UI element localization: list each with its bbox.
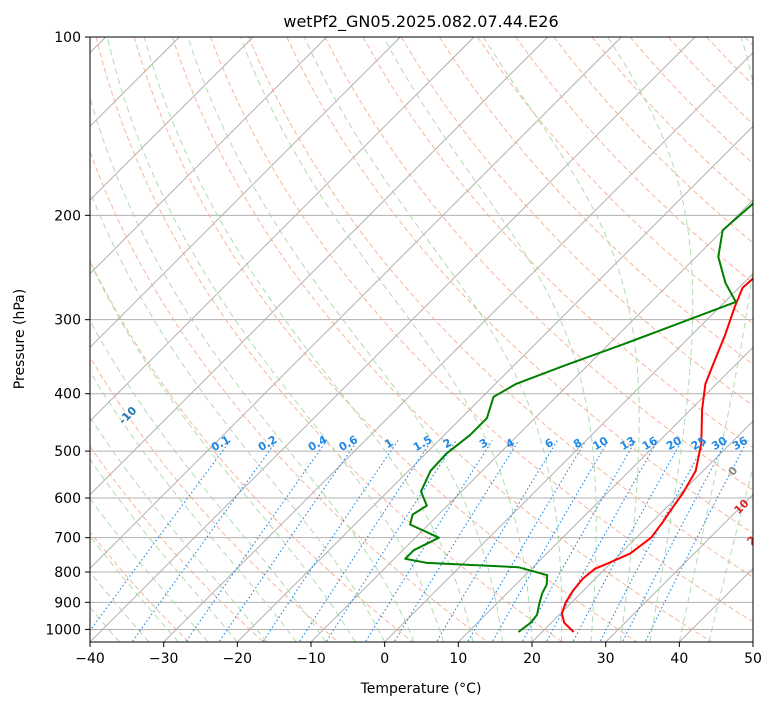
x-tick-label: 50 — [744, 651, 762, 667]
x-axis-label: Temperature (°C) — [360, 681, 482, 697]
y-tick-label: 500 — [54, 444, 81, 460]
x-tick-label: −10 — [296, 651, 326, 667]
x-tick-label: 40 — [670, 651, 688, 667]
y-axis-label: Pressure (hPa) — [12, 289, 28, 389]
x-tick-label: 10 — [449, 651, 467, 667]
x-tick-label: 0 — [380, 651, 389, 667]
x-tick-label: 30 — [597, 651, 615, 667]
y-tick-label: 200 — [54, 208, 81, 224]
chart-title: wetPf2_GN05.2025.082.07.44.E26 — [283, 12, 558, 32]
x-tick-label: −40 — [75, 651, 105, 667]
y-tick-label: 400 — [54, 387, 81, 403]
y-tick-label: 800 — [54, 565, 81, 581]
x-tick-label: 20 — [523, 651, 541, 667]
y-tick-label: 300 — [54, 313, 81, 329]
y-tick-label: 900 — [54, 595, 81, 611]
x-tick-label: −20 — [223, 651, 253, 667]
y-tick-label: 100 — [54, 30, 81, 46]
y-tick-label: 600 — [54, 491, 81, 507]
y-tick-label: 1000 — [45, 622, 81, 638]
y-tick-label: 700 — [54, 531, 81, 547]
x-tick-label: −30 — [149, 651, 179, 667]
